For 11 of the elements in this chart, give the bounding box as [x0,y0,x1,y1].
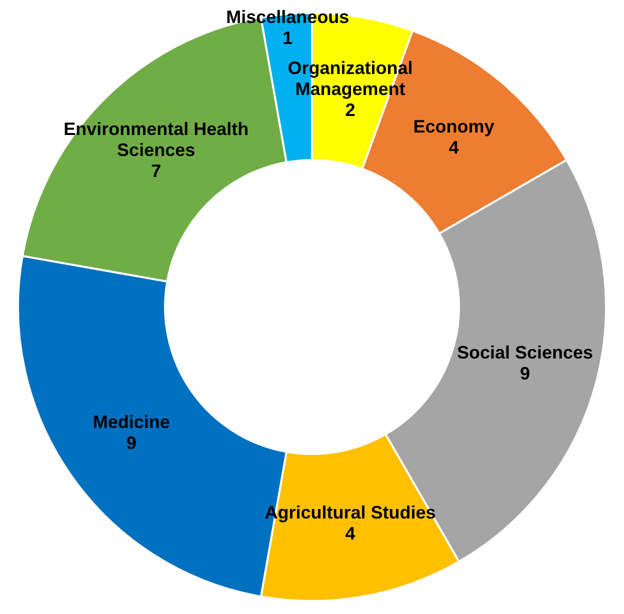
slice-label: Miscellaneous [226,7,350,28]
slice-label: Medicine [92,412,170,432]
data-label: 4 [448,138,459,158]
data-label: 7 [151,161,162,182]
slice-label: Social Sciences [456,342,594,363]
slice-label: Economy [413,116,494,137]
data-label: 4 [345,524,356,544]
data-label: 9 [126,432,136,453]
data-label: 9 [520,364,530,384]
data-label: 1 [282,28,293,48]
data-label: 2 [345,100,356,120]
